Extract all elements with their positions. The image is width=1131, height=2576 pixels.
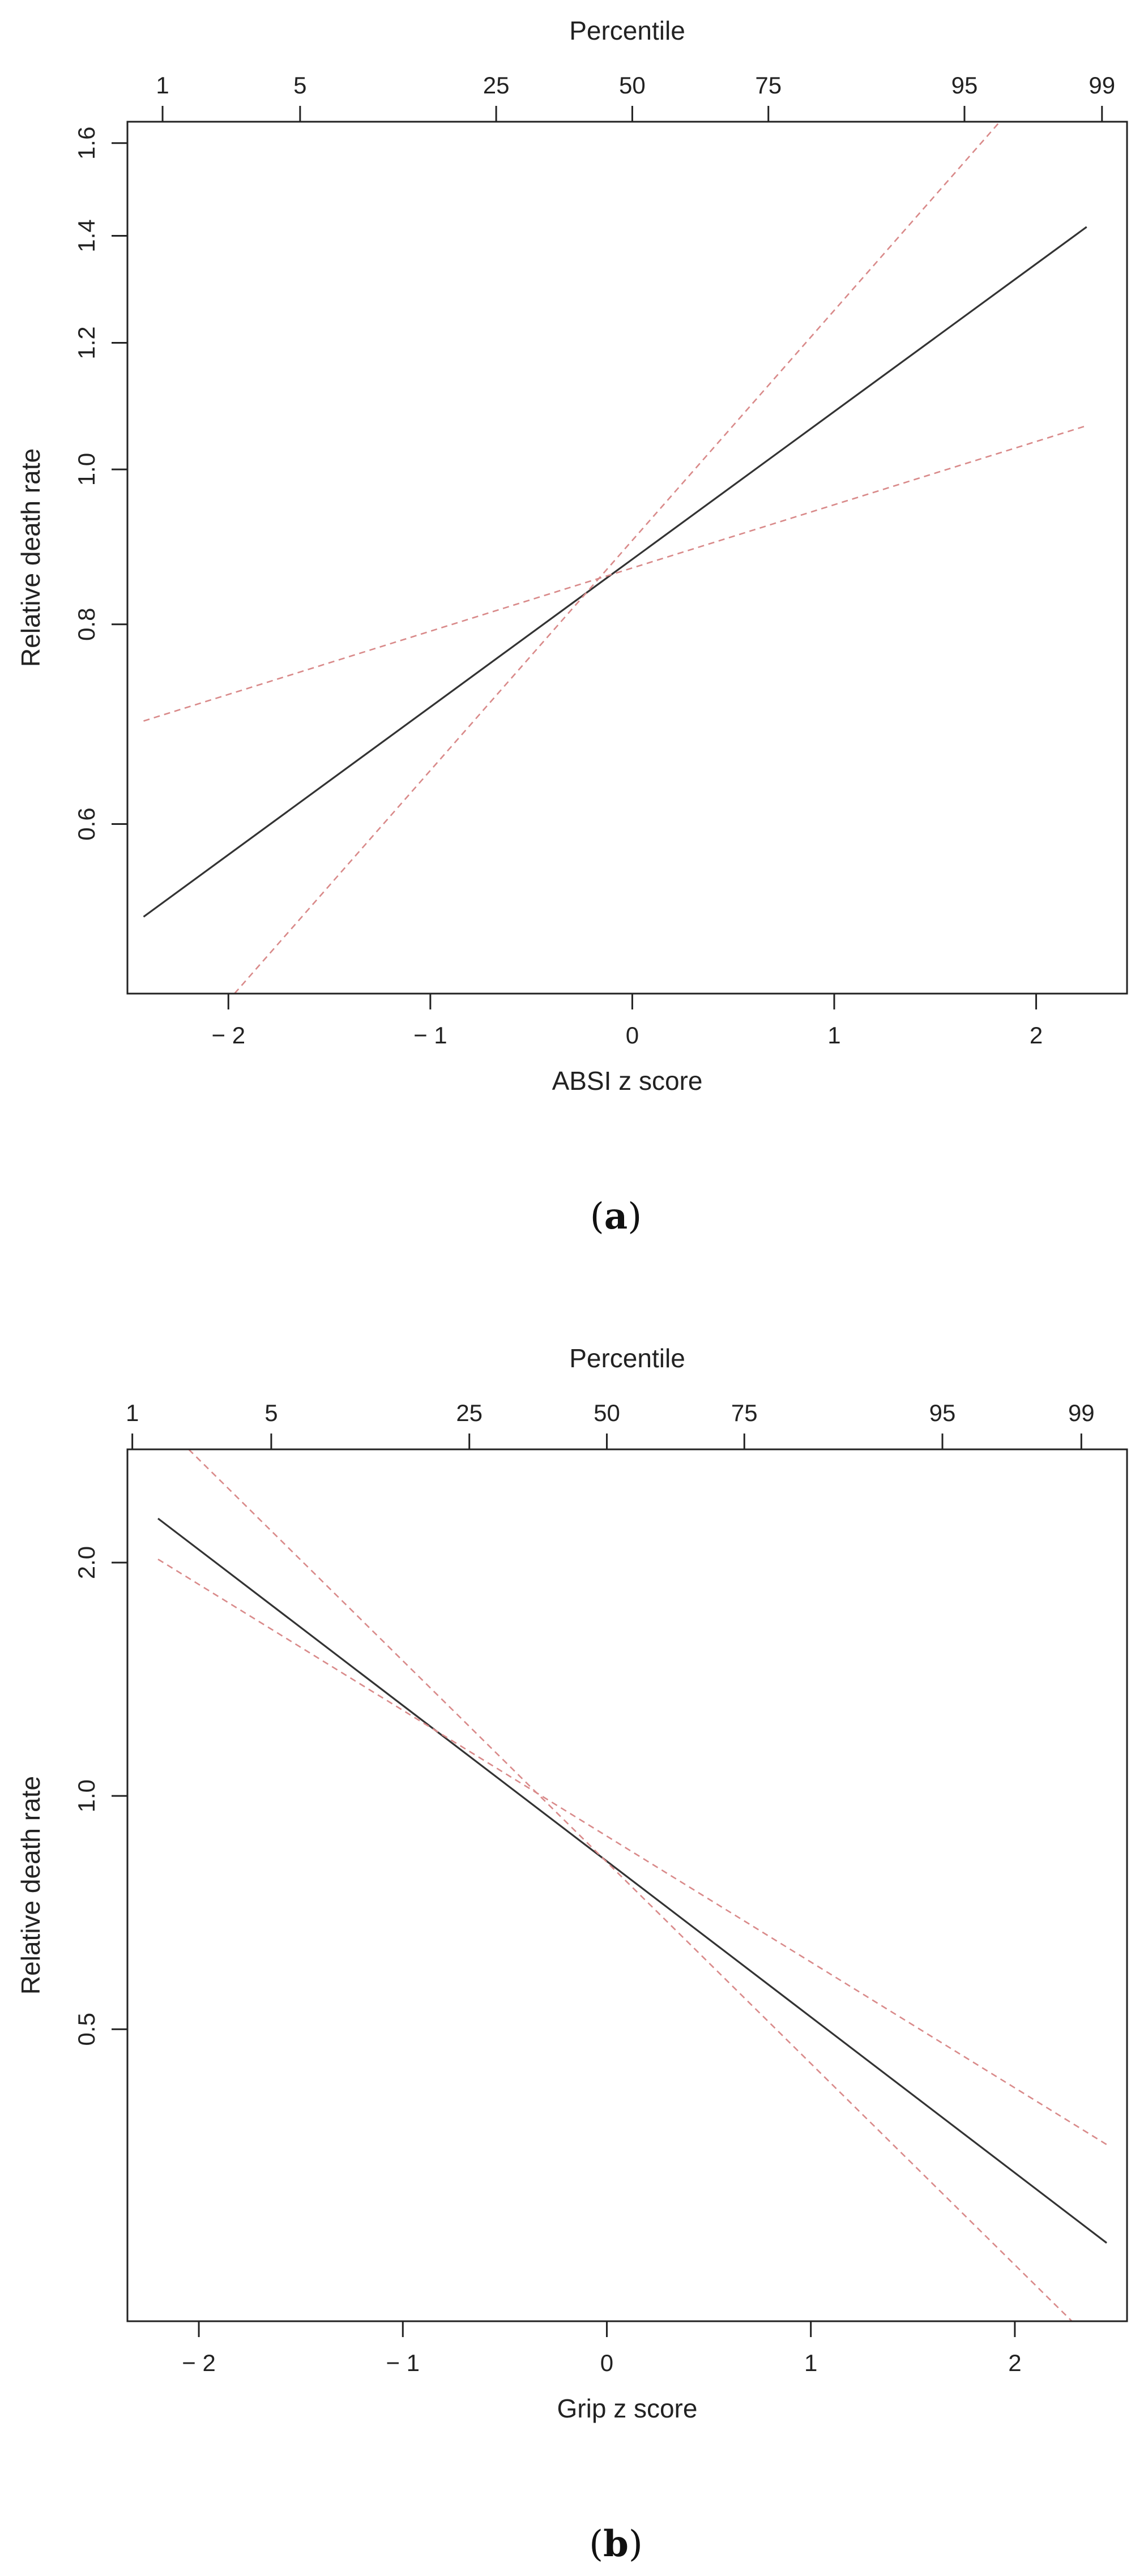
x-tick-label: − 1 bbox=[386, 2350, 420, 2376]
y-tick-label: 1.4 bbox=[73, 219, 100, 252]
x-tick-label: − 2 bbox=[182, 2350, 216, 2376]
top-tick-label: 25 bbox=[456, 1400, 483, 1426]
x-tick-label: 1 bbox=[804, 2350, 817, 2376]
x-tick-label: 2 bbox=[1030, 1022, 1043, 1049]
x-axis-title: ABSI z score bbox=[552, 1066, 703, 1096]
x-tick-label: 0 bbox=[600, 2350, 613, 2376]
y-tick-label: 1.6 bbox=[73, 127, 100, 160]
top-tick-label: 75 bbox=[731, 1400, 758, 1426]
top-tick-label: 5 bbox=[293, 72, 306, 99]
y-axis-title: Relative death rate bbox=[16, 1776, 45, 1995]
top-tick-label: 95 bbox=[951, 72, 978, 99]
y-tick-label: 0.6 bbox=[73, 807, 100, 840]
y-tick-label: 1.0 bbox=[73, 453, 100, 486]
confidence-line-1 bbox=[143, 425, 1087, 722]
panel-a: − 2 − 1 0 1 2 ABSI z score 1 5 25 50 75 95 99 Percent… bbox=[16, 16, 1128, 1238]
panel-caption: (b) bbox=[589, 2523, 643, 2565]
panel-b: − 2 − 1 0 1 2 Grip z score 1 5 25 50 75 95 99 Percent… bbox=[16, 1343, 1128, 2565]
x-tick-label: 2 bbox=[1008, 2350, 1021, 2376]
plot-frame bbox=[126, 1448, 1128, 2322]
y-axis-title: Relative death rate bbox=[16, 448, 45, 667]
top-tick-label: 1 bbox=[156, 72, 169, 99]
panel-caption: (a) bbox=[590, 1195, 642, 1238]
y-tick-label: 2.0 bbox=[73, 1546, 100, 1579]
top-tick-label: 99 bbox=[1089, 72, 1115, 99]
confidence-line-1 bbox=[157, 1558, 1107, 2146]
y-tick-label: 1.2 bbox=[73, 326, 100, 359]
top-axis-title: Percentile bbox=[569, 1343, 685, 1373]
y-tick-label: 1.0 bbox=[73, 1779, 100, 1812]
confidence-line-2 bbox=[188, 1449, 1073, 2321]
top-axis-title: Percentile bbox=[569, 16, 685, 45]
x-tick-label: 1 bbox=[827, 1022, 840, 1049]
y-tick-label: 0.8 bbox=[73, 608, 100, 641]
top-tick-label: 5 bbox=[264, 1400, 278, 1426]
estimate-line-0 bbox=[143, 226, 1087, 918]
top-tick-label: 99 bbox=[1068, 1400, 1095, 1426]
plot-frame bbox=[126, 121, 1128, 995]
confidence-line-2 bbox=[234, 122, 1001, 994]
x-axis-title: Grip z score bbox=[557, 2394, 698, 2423]
x-tick-label: − 1 bbox=[413, 1022, 447, 1049]
top-tick-label: 95 bbox=[929, 1400, 956, 1426]
estimate-line-0 bbox=[157, 1517, 1107, 2244]
x-tick-label: 0 bbox=[626, 1022, 639, 1049]
top-tick-label: 50 bbox=[594, 1400, 620, 1426]
x-tick-label: − 2 bbox=[212, 1022, 246, 1049]
top-tick-label: 1 bbox=[126, 1400, 139, 1426]
top-tick-label: 50 bbox=[619, 72, 646, 99]
top-tick-label: 25 bbox=[483, 72, 510, 99]
y-tick-label: 0.5 bbox=[73, 2013, 100, 2046]
top-tick-label: 75 bbox=[755, 72, 782, 99]
